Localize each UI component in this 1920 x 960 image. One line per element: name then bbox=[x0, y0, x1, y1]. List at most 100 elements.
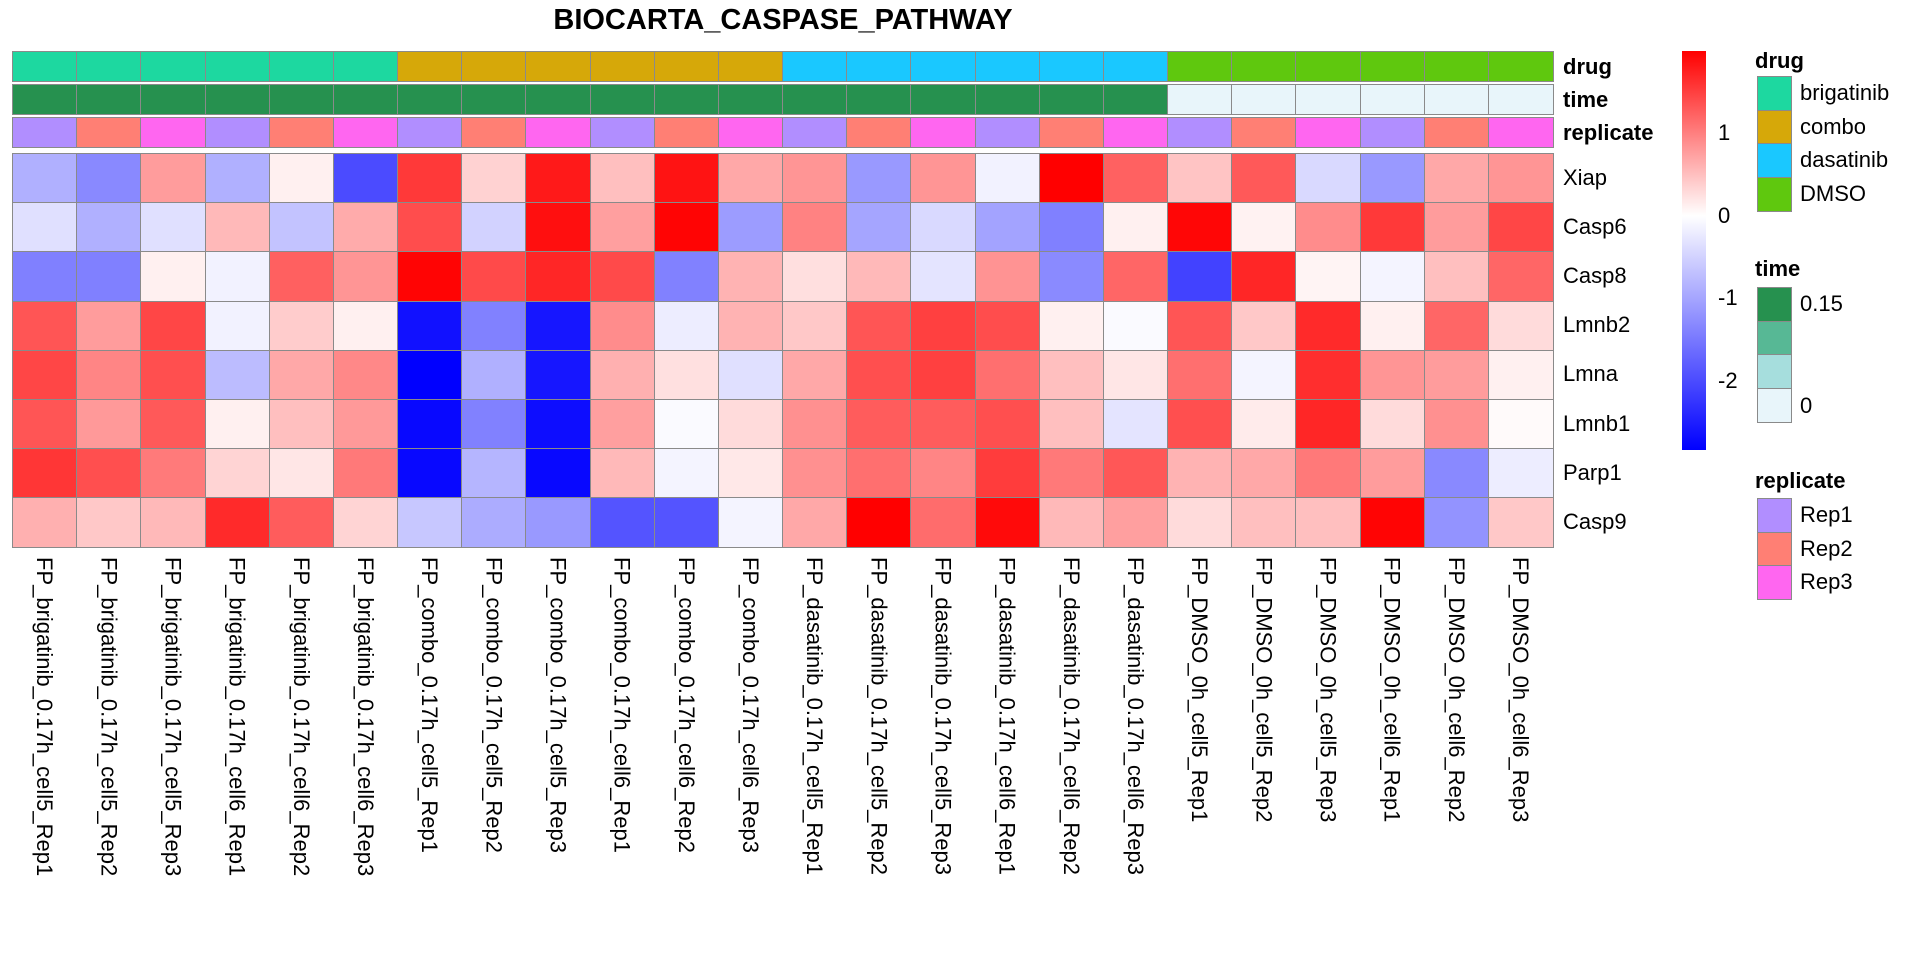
heatmap-cell bbox=[1231, 497, 1297, 549]
column-label: FP_DMSO_0h_cell6_Rep3 bbox=[1507, 557, 1533, 823]
heatmap-cell bbox=[1167, 448, 1233, 499]
column-label: FP_dasatinib_0.17h_cell6_Rep2 bbox=[1058, 557, 1084, 876]
legend-time-swatch bbox=[1757, 287, 1792, 322]
annotation-cell-drug bbox=[653, 51, 720, 82]
heatmap-cell bbox=[910, 349, 977, 401]
annotation-cell-time bbox=[397, 84, 463, 115]
heatmap-cell bbox=[525, 300, 592, 352]
annotation-cell-drug bbox=[717, 51, 784, 82]
annotation-label-time: time bbox=[1563, 87, 1609, 112]
heatmap-cell bbox=[717, 202, 784, 253]
row-label: Casp6 bbox=[1563, 213, 1627, 239]
annotation-cell-drug bbox=[1231, 51, 1297, 82]
heatmap-cell bbox=[525, 399, 592, 450]
heatmap-cell bbox=[653, 399, 720, 450]
column-label: FP_dasatinib_0.17h_cell5_Rep1 bbox=[802, 557, 828, 876]
annotation-cell-replicate bbox=[1102, 117, 1169, 148]
heatmap-cell bbox=[1102, 153, 1169, 204]
legend-swatch bbox=[1757, 176, 1792, 212]
heatmap-cell bbox=[717, 349, 784, 401]
heatmap-cell bbox=[910, 300, 977, 352]
heatmap-cell bbox=[1167, 300, 1233, 352]
heatmap-cell bbox=[461, 300, 527, 352]
annotation-cell-time bbox=[1487, 84, 1554, 115]
heatmap-cell bbox=[910, 399, 977, 450]
annotation-cell-replicate bbox=[1231, 117, 1297, 148]
heatmap-cell bbox=[1423, 399, 1490, 450]
heatmap-cell bbox=[461, 251, 527, 303]
annotation-cell-replicate bbox=[974, 117, 1041, 148]
annotation-cell-replicate bbox=[1487, 117, 1554, 148]
column-label: FP_DMSO_0h_cell6_Rep1 bbox=[1379, 557, 1405, 823]
annotation-cell-drug bbox=[1102, 51, 1169, 82]
heatmap-cell bbox=[397, 497, 463, 549]
heatmap-cell bbox=[974, 153, 1041, 204]
heatmap-cell bbox=[974, 448, 1041, 499]
heatmap-cell bbox=[1295, 300, 1362, 352]
heatmap-cell bbox=[332, 300, 399, 352]
annotation-cell-time bbox=[1359, 84, 1426, 115]
column-label: FP_combo_0.17h_cell5_Rep3 bbox=[545, 557, 571, 853]
heatmap-cell bbox=[1359, 251, 1426, 303]
heatmap-cell bbox=[782, 448, 848, 499]
legend-label: Rep3 bbox=[1800, 569, 1853, 594]
heatmap-cell bbox=[204, 153, 271, 204]
legend-label: combo bbox=[1800, 113, 1867, 139]
heatmap-cell bbox=[1167, 251, 1233, 303]
annotation-cell-time bbox=[1102, 84, 1169, 115]
heatmap-cell bbox=[397, 349, 463, 401]
heatmap-cell bbox=[76, 251, 142, 303]
annotation-cell-replicate bbox=[589, 117, 656, 148]
column-label: FP_dasatinib_0.17h_cell6_Rep1 bbox=[994, 557, 1020, 876]
annotation-cell-drug bbox=[76, 51, 142, 82]
heatmap-cell bbox=[846, 497, 912, 549]
heatmap-cell bbox=[1038, 202, 1105, 253]
heatmap-cell bbox=[1295, 202, 1362, 253]
annotation-cell-drug bbox=[397, 51, 463, 82]
row-label: Casp8 bbox=[1563, 263, 1627, 288]
heatmap-cell bbox=[653, 153, 720, 204]
annotation-cell-drug bbox=[846, 51, 912, 82]
heatmap-cell bbox=[1167, 349, 1233, 401]
heatmap-cell bbox=[76, 300, 142, 352]
heatmap-cell bbox=[461, 497, 527, 549]
heatmap-cell bbox=[846, 300, 912, 352]
color-scale-tick-label: 0 bbox=[1718, 202, 1731, 228]
heatmap-cell bbox=[1423, 448, 1490, 499]
heatmap-cell bbox=[1231, 251, 1297, 303]
annotation-cell-time bbox=[1231, 84, 1297, 115]
chart-title: BIOCARTA_CASPASE_PATHWAY bbox=[553, 4, 1013, 36]
heatmap-cell bbox=[974, 399, 1041, 450]
annotation-cell-time bbox=[910, 84, 977, 115]
heatmap-cell bbox=[1038, 399, 1105, 450]
heatmap-cell bbox=[1295, 497, 1362, 549]
legend-label: DMSO bbox=[1800, 180, 1866, 206]
legend-time-swatch bbox=[1757, 354, 1792, 389]
heatmap-cell bbox=[653, 251, 720, 303]
heatmap-cell bbox=[782, 497, 848, 549]
legend-drug-title: drug bbox=[1755, 48, 1804, 73]
heatmap-cell bbox=[653, 497, 720, 549]
annotation-cell-time bbox=[461, 84, 527, 115]
heatmap-cell bbox=[974, 349, 1041, 401]
heatmap-cell bbox=[589, 399, 656, 450]
column-label: FP_brigatinib_0.17h_cell5_Rep1 bbox=[32, 557, 58, 877]
row-label: Parp1 bbox=[1563, 459, 1622, 485]
color-scale-tick-label: -1 bbox=[1718, 285, 1738, 311]
heatmap-cell bbox=[717, 300, 784, 352]
annotation-cell-time bbox=[140, 84, 206, 115]
annotation-cell-drug bbox=[332, 51, 399, 82]
heatmap-cell bbox=[1038, 497, 1105, 549]
heatmap-cell bbox=[1423, 349, 1490, 401]
annotation-cell-time bbox=[653, 84, 720, 115]
annotation-cell-time bbox=[12, 84, 78, 115]
heatmap-cell bbox=[846, 153, 912, 204]
heatmap-cell bbox=[140, 349, 206, 401]
heatmap-cell bbox=[76, 153, 142, 204]
heatmap-cell bbox=[268, 349, 335, 401]
heatmap-cell bbox=[332, 497, 399, 549]
heatmap-cell bbox=[846, 251, 912, 303]
annotation-cell-drug bbox=[268, 51, 335, 82]
annotation-cell-replicate bbox=[397, 117, 463, 148]
heatmap-cell bbox=[974, 202, 1041, 253]
